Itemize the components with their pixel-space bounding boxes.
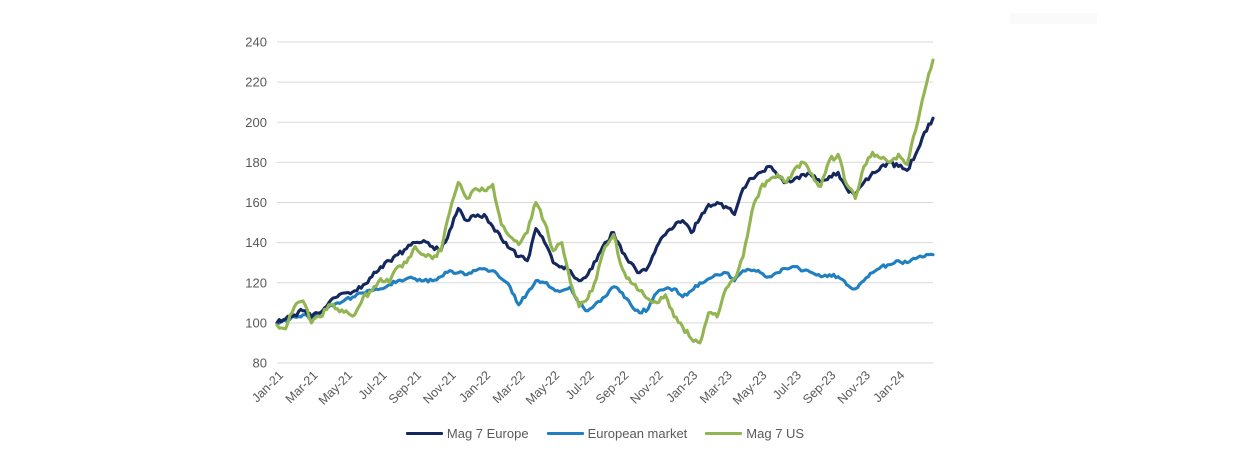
legend-line-swatch-european-market bbox=[546, 431, 584, 436]
legend-label: European market bbox=[587, 426, 688, 441]
x-axis-tick-label: Nov-23 bbox=[835, 368, 873, 406]
legend-label: Mag 7 Europe bbox=[446, 426, 529, 441]
series-line-mag-7-us bbox=[275, 58, 935, 345]
legend-item-mag-7-us: Mag 7 US bbox=[705, 426, 804, 441]
x-axis-tick-label: Jul-22 bbox=[563, 368, 597, 402]
x-axis-tick-label: Mar-22 bbox=[490, 368, 528, 406]
x-axis-tick-label: Sep-23 bbox=[800, 368, 838, 406]
x-axis-tick-label: May-21 bbox=[316, 368, 355, 407]
series-line-european-market bbox=[275, 252, 935, 325]
chart-legend: Mag 7 Europe European market Mag 7 US bbox=[277, 426, 933, 441]
x-axis-tick-label: Jan-24 bbox=[871, 368, 908, 405]
x-axis-tick-label: Mar-23 bbox=[697, 368, 735, 406]
x-axis-tick-label: Sep-21 bbox=[386, 368, 424, 406]
series-line-mag-7-europe bbox=[275, 116, 935, 325]
legend-line-swatch-mag-7-europe bbox=[405, 431, 443, 436]
legend-line-swatch-mag-7-us bbox=[705, 431, 743, 436]
x-axis-tick-label: Nov-21 bbox=[420, 368, 458, 406]
y-axis-tick-label: 140 bbox=[245, 235, 267, 250]
x-axis-tick-label: Jul-23 bbox=[770, 368, 804, 402]
x-axis-tick-label: Jan-22 bbox=[456, 368, 493, 405]
y-axis-tick-label: 180 bbox=[245, 155, 267, 170]
x-axis-tick-label: Jul-21 bbox=[356, 368, 390, 402]
x-axis-tick-label: May-22 bbox=[523, 368, 562, 407]
watermark bbox=[1010, 13, 1097, 24]
x-axis-tick-label: Nov-22 bbox=[628, 368, 666, 406]
y-axis-tick-label: 240 bbox=[245, 35, 267, 50]
y-axis-tick-label: 200 bbox=[245, 115, 267, 130]
legend-item-mag-7-europe: Mag 7 Europe bbox=[405, 426, 529, 441]
y-axis-tick-label: 80 bbox=[253, 356, 267, 371]
y-axis-tick-label: 100 bbox=[245, 315, 267, 330]
legend-label: Mag 7 US bbox=[746, 426, 805, 441]
legend-item-european-market: European market bbox=[546, 426, 688, 441]
x-axis-tick-label: Jan-21 bbox=[249, 368, 286, 405]
x-axis-tick-label: Mar-21 bbox=[283, 368, 321, 406]
x-axis-tick-label: Jan-23 bbox=[664, 368, 701, 405]
y-axis-tick-label: 120 bbox=[245, 275, 267, 290]
y-axis-tick-label: 220 bbox=[245, 75, 267, 90]
x-axis-tick-label: Sep-22 bbox=[593, 368, 631, 406]
x-axis-tick-label: May-23 bbox=[730, 368, 769, 407]
y-axis-tick-label: 160 bbox=[245, 195, 267, 210]
